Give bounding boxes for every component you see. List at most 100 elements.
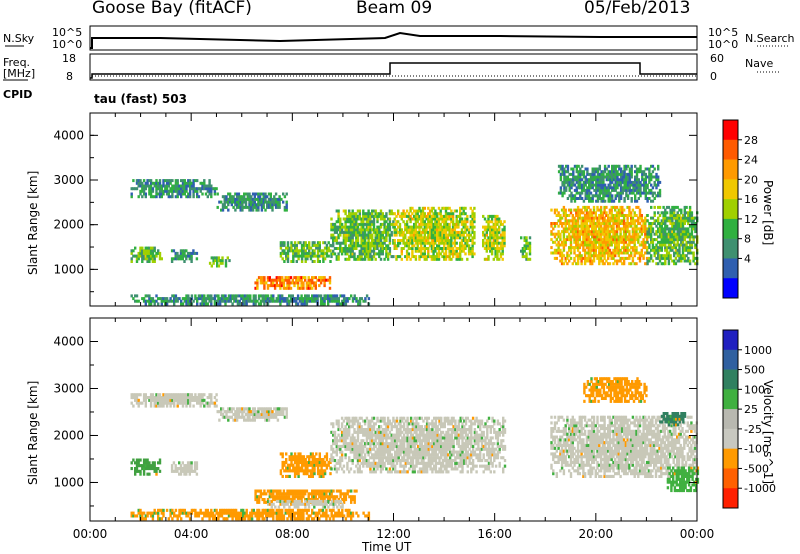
echo-cell [451,241,455,245]
echo-cell [585,243,589,247]
echo-cell [446,217,449,221]
echo-cell [309,257,313,261]
echo-cell [288,276,291,280]
echo-cell [678,256,681,260]
echo-cell [144,401,147,405]
echo-cell [580,191,584,195]
echo-cell [425,225,428,229]
echo-cell [638,235,642,239]
echo-cell [562,214,566,217]
echo-cell [162,297,165,301]
echo-cell [176,184,179,188]
echo-cell [395,257,398,261]
echo-cell [596,216,599,220]
echo-cell [583,238,587,242]
echo-cell [221,261,224,265]
echo-cell [651,170,655,174]
echo-cell [630,246,633,250]
echo-cell [413,217,416,221]
echo-cell [589,183,593,187]
echo-cell [316,460,320,464]
echo-cell [169,181,172,185]
echo-cell [258,197,262,201]
echo-cell [358,209,361,213]
echo-cell [199,401,202,405]
echo-cell [274,410,278,414]
echo-cell [671,224,674,228]
echo-cell [450,241,453,245]
echo-cell [599,243,603,247]
echo-cell [254,281,257,285]
echo-cell [355,230,358,234]
echo-cell [178,254,181,258]
echo-cell [365,252,369,256]
echo-cell [635,199,639,203]
echo-cell [134,299,137,303]
echo-cell [276,410,280,414]
echo-cell [593,183,596,187]
echo-cell [174,187,178,191]
echo-cell [562,248,566,252]
echo-cell [626,243,629,247]
echo-cell [181,251,184,255]
echo-cell [395,222,398,226]
echo-cell [285,208,288,212]
echo-cell [633,222,636,225]
echo-cell [322,469,325,473]
echo-cell [644,246,647,250]
echo-cell [614,167,617,171]
echo-cell [237,200,241,204]
echo-cell [342,225,346,229]
echo-cell [369,220,372,224]
echo-cell [450,252,453,256]
echo-cell [232,205,235,209]
echo-cell [671,227,674,231]
echo-cell [220,410,223,414]
echo-cell [266,205,269,209]
echo-cell [376,220,379,224]
echo-cell [308,254,311,258]
echo-cell [614,188,617,192]
echo-cell [290,260,293,263]
echo-cell [619,230,622,234]
echo-cell [692,216,695,220]
echo-cell [611,188,614,192]
echo-cell [681,246,685,250]
echo-cell [575,232,578,236]
echo-cell [436,239,439,242]
echo-cell [262,415,265,419]
echo-cell [144,464,147,468]
echo-cell [642,188,646,192]
echo-cell [279,241,283,245]
echo-cell [248,415,251,419]
echo-cell [409,247,412,250]
echo-cell [139,181,142,185]
echo-cell [337,209,340,213]
echo-cell [192,187,195,191]
echo-cell [644,180,647,184]
echo-cell [274,197,278,201]
echo-cell [569,248,573,252]
echo-cell [494,255,497,259]
echo-cell [623,183,626,187]
echo-cell [492,233,495,237]
echo-cell [353,228,356,232]
echo-cell [568,214,571,217]
echo-cell [297,241,300,245]
echo-cell [176,393,179,397]
colorbar-segment [723,120,738,141]
echo-cell [642,238,645,242]
echo-cell [365,294,369,298]
echo-cell [619,191,623,195]
echo-cell [316,458,320,462]
echo-cell [680,227,683,231]
echo-cell [330,297,333,301]
echo-cell [302,472,306,476]
echo-cell [285,458,288,462]
echo-cell [598,222,601,225]
echo-cell [626,224,629,228]
echo-cell [457,230,460,234]
echo-cell [662,214,665,217]
echo-cell [559,238,562,242]
echo-cell [295,460,298,464]
